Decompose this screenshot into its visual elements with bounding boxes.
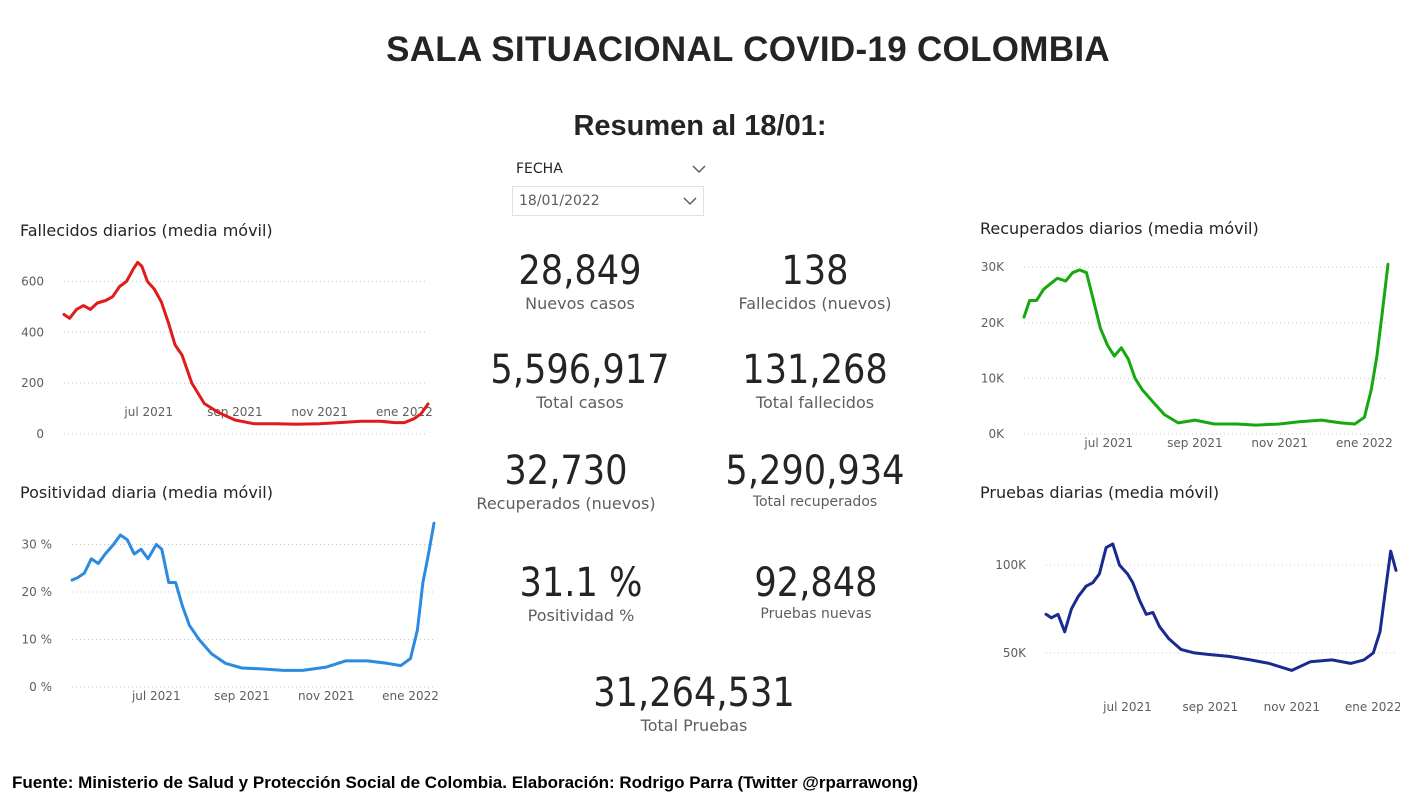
source-footer: Fuente: Ministerio de Salud y Protección… (12, 773, 919, 792)
kpi-label: Fallecidos (nuevos) (738, 294, 892, 313)
kpi-value: 31.1 % (519, 560, 643, 606)
kpi-label: Nuevos casos (525, 294, 635, 313)
page-subtitle: Resumen al 18/01: (573, 110, 827, 142)
kpi-total-recuperados: 5,290,934 Total recuperados (695, 448, 935, 510)
kpi-value: 131,268 (742, 347, 888, 393)
chart-title-pruebas: Pruebas diarias (media móvil) (980, 483, 1220, 502)
series-line[interactable] (1022, 262, 1390, 427)
kpi-pruebas-nuevas: 92,848 Pruebas nuevas (716, 560, 916, 622)
y-tick-label: 20K (981, 316, 1005, 330)
y-tick-label: 30K (981, 260, 1005, 274)
kpi-positividad: 31.1 % Positividad % (481, 560, 681, 625)
kpi-label: Positividad % (527, 606, 635, 625)
chart-pruebas: 100K 50K jul 2021 sep 2021 nov 2021 ene 2022 (995, 542, 1400, 714)
chevron-down-icon (683, 197, 697, 206)
y-tick-label: 600 (21, 274, 44, 288)
chart-recuperados: 30K 20K 10K 0K jul 2021 sep 2021 nov 2021 ene 2… (981, 260, 1393, 450)
x-tick-label: ene 2022 (1345, 700, 1400, 714)
x-tick-label: ene 2022 (1336, 436, 1393, 450)
series-line[interactable] (62, 260, 430, 426)
kpi-label: Recuperados (nuevos) (476, 494, 656, 513)
kpi-label: Total fallecidos (755, 393, 875, 412)
x-tick-label: ene 2022 (382, 689, 439, 703)
chart-title-fallecidos: Fallecidos diarios (media móvil) (20, 221, 273, 240)
x-tick-label: nov 2021 (291, 405, 347, 419)
x-tick-label: jul 2021 (1102, 700, 1152, 714)
x-tick-label: nov 2021 (1251, 436, 1307, 450)
y-tick-label: 20 % (22, 585, 53, 599)
date-slicer-label: FECHA (516, 161, 563, 177)
y-tick-label: 0 (36, 427, 44, 441)
y-tick-label: 10 % (22, 633, 53, 647)
kpi-nuevos-casos: 28,849 Nuevos casos (480, 248, 680, 313)
y-tick-label: 100K (995, 558, 1027, 572)
kpi-label: Pruebas nuevas (760, 606, 872, 622)
x-tick-label: nov 2021 (1264, 700, 1320, 714)
chart-title-recuperados: Recuperados diarios (media móvil) (980, 219, 1259, 238)
date-slicer-header[interactable]: FECHA (516, 158, 706, 180)
x-tick-label: sep 2021 (1183, 700, 1239, 714)
kpi-value: 5,596,917 (490, 347, 670, 393)
kpi-total-casos: 5,596,917 Total casos (460, 347, 700, 412)
y-tick-label: 30 % (22, 538, 53, 552)
x-tick-label: jul 2021 (123, 405, 173, 419)
x-tick-label: nov 2021 (298, 689, 354, 703)
kpi-value: 32,730 (504, 448, 628, 494)
page-title: SALA SITUACIONAL COVID-19 COLOMBIA (386, 30, 1110, 69)
y-tick-label: 200 (21, 376, 44, 390)
kpi-value: 31,264,531 (593, 670, 795, 716)
kpi-value: 28,849 (518, 248, 642, 294)
y-tick-label: 0 % (29, 680, 52, 694)
kpi-total-fallecidos: 131,268 Total fallecidos (695, 347, 935, 412)
kpi-fallecidos-nuevos: 138 Fallecidos (nuevos) (715, 248, 915, 313)
kpi-label: Total recuperados (752, 494, 878, 510)
chart-title-positividad: Positividad diaria (media móvil) (20, 483, 273, 502)
x-tick-label: sep 2021 (214, 689, 270, 703)
kpi-total-pruebas: 31,264,531 Total Pruebas (564, 670, 824, 735)
date-slicer-dropdown[interactable]: 18/01/2022 (512, 186, 704, 216)
x-tick-label: jul 2021 (131, 689, 181, 703)
y-tick-label: 10K (981, 371, 1005, 385)
x-tick-label: jul 2021 (1083, 436, 1133, 450)
chevron-down-icon[interactable] (692, 164, 706, 174)
x-tick-label: sep 2021 (1167, 436, 1223, 450)
x-tick-label: sep 2021 (207, 405, 263, 419)
y-tick-label: 0K (988, 427, 1005, 441)
kpi-value: 5,290,934 (725, 448, 905, 494)
kpi-label: Total Pruebas (640, 716, 748, 735)
series-line[interactable] (1044, 542, 1398, 672)
y-tick-label: 400 (21, 325, 44, 339)
kpi-value: 92,848 (754, 560, 878, 606)
series-line[interactable] (70, 521, 436, 672)
y-tick-label: 50K (1003, 646, 1027, 660)
kpi-recuperados-nuevos: 32,730 Recuperados (nuevos) (466, 448, 666, 513)
date-slicer-value: 18/01/2022 (519, 193, 600, 209)
kpi-label: Total casos (536, 393, 624, 412)
kpi-value: 138 (781, 248, 849, 294)
chart-positividad: 30 % 20 % 10 % 0 % jul 2021 sep 2021 nov 2021 e… (22, 521, 439, 703)
